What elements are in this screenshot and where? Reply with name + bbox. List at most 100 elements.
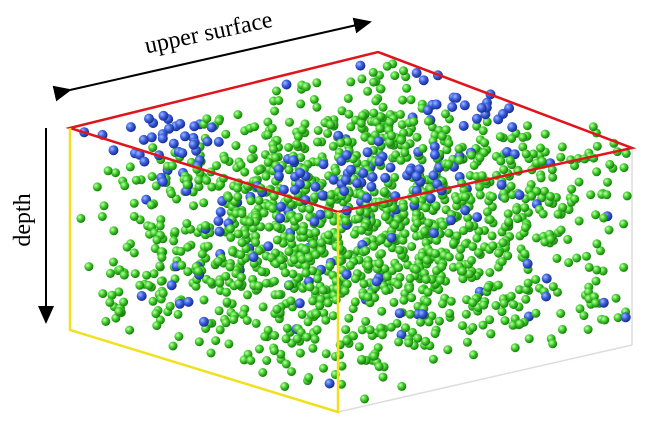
- green-particle: [361, 317, 370, 326]
- green-particle: [322, 349, 331, 358]
- blue-particle: [213, 216, 223, 226]
- green-particle: [436, 276, 445, 285]
- green-particle: [207, 349, 216, 358]
- green-particle: [612, 294, 621, 303]
- green-particle: [270, 107, 279, 116]
- green-particle: [504, 217, 513, 226]
- green-particle: [301, 269, 310, 278]
- green-particle: [370, 352, 379, 361]
- green-particle: [284, 143, 293, 152]
- green-particle: [360, 394, 369, 403]
- green-particle: [224, 193, 233, 202]
- blue-particle: [175, 119, 185, 129]
- green-particle: [248, 145, 257, 154]
- green-particle: [325, 262, 334, 271]
- green-particle: [148, 143, 157, 152]
- green-particle: [215, 306, 224, 315]
- green-particle: [255, 196, 264, 205]
- green-particle: [586, 190, 595, 199]
- green-particle: [500, 299, 509, 308]
- green-particle: [413, 334, 422, 343]
- green-particle: [355, 342, 364, 351]
- green-particle: [548, 339, 557, 348]
- green-particle: [226, 224, 235, 233]
- green-particle: [441, 109, 450, 118]
- green-particle: [323, 129, 332, 138]
- blue-particle: [460, 100, 470, 110]
- blue-particle: [137, 291, 147, 301]
- green-particle: [262, 356, 271, 365]
- green-particle: [380, 187, 389, 196]
- green-particle: [572, 254, 581, 263]
- green-particle: [304, 317, 313, 326]
- green-particle: [268, 124, 277, 133]
- green-particle: [268, 204, 277, 213]
- blue-particle: [447, 102, 457, 112]
- green-particle: [284, 247, 293, 256]
- blue-particle: [460, 205, 470, 215]
- green-particle: [293, 334, 302, 343]
- green-particle: [438, 299, 447, 308]
- blue-particle: [346, 165, 356, 175]
- green-particle: [199, 198, 208, 207]
- green-particle: [406, 274, 415, 283]
- green-particle: [215, 279, 224, 288]
- green-particle: [258, 368, 267, 377]
- green-particle: [238, 238, 247, 247]
- green-particle: [351, 274, 360, 283]
- green-particle: [292, 140, 301, 149]
- green-particle: [558, 142, 567, 151]
- green-particle: [507, 292, 516, 301]
- green-particle: [364, 261, 373, 270]
- green-particle: [591, 210, 600, 219]
- green-particle: [324, 298, 333, 307]
- green-particle: [525, 334, 534, 343]
- green-particle: [602, 190, 611, 199]
- green-particle: [298, 310, 307, 319]
- green-particle: [459, 226, 468, 235]
- green-particle: [406, 310, 415, 319]
- green-particle: [272, 87, 281, 96]
- blue-particle: [207, 122, 217, 132]
- blue-particle: [276, 202, 286, 212]
- green-particle: [407, 293, 416, 302]
- green-particle: [472, 234, 481, 243]
- green-particle: [125, 326, 134, 335]
- green-particle: [276, 255, 285, 264]
- green-particle: [304, 373, 313, 382]
- blue-particle: [375, 157, 385, 167]
- green-particle: [84, 262, 93, 271]
- green-particle: [351, 297, 360, 306]
- blue-particle: [621, 312, 631, 322]
- green-particle: [194, 267, 203, 276]
- green-particle: [503, 251, 512, 260]
- green-particle: [260, 209, 269, 218]
- green-particle: [479, 126, 488, 135]
- green-particle: [313, 138, 322, 147]
- green-particle: [411, 196, 420, 205]
- green-particle: [458, 267, 467, 276]
- green-particle: [470, 161, 479, 170]
- green-particle: [312, 103, 321, 112]
- green-particle: [109, 226, 118, 235]
- green-particle: [431, 249, 440, 258]
- green-particle: [399, 296, 408, 305]
- green-particle: [264, 158, 273, 167]
- blue-particle: [325, 379, 335, 389]
- green-particle: [148, 172, 157, 181]
- green-particle: [390, 71, 399, 80]
- green-particle: [421, 337, 430, 346]
- green-particle: [142, 271, 151, 280]
- particles: [76, 59, 631, 403]
- green-particle: [537, 173, 546, 182]
- green-particle: [520, 249, 529, 258]
- green-particle: [500, 194, 509, 203]
- green-particle: [377, 85, 386, 94]
- green-particle: [204, 242, 213, 251]
- green-particle: [151, 309, 160, 318]
- blue-particle: [432, 100, 442, 110]
- green-particle: [224, 339, 233, 348]
- green-particle: [357, 74, 366, 83]
- blue-particle: [472, 212, 482, 222]
- green-particle: [324, 230, 333, 239]
